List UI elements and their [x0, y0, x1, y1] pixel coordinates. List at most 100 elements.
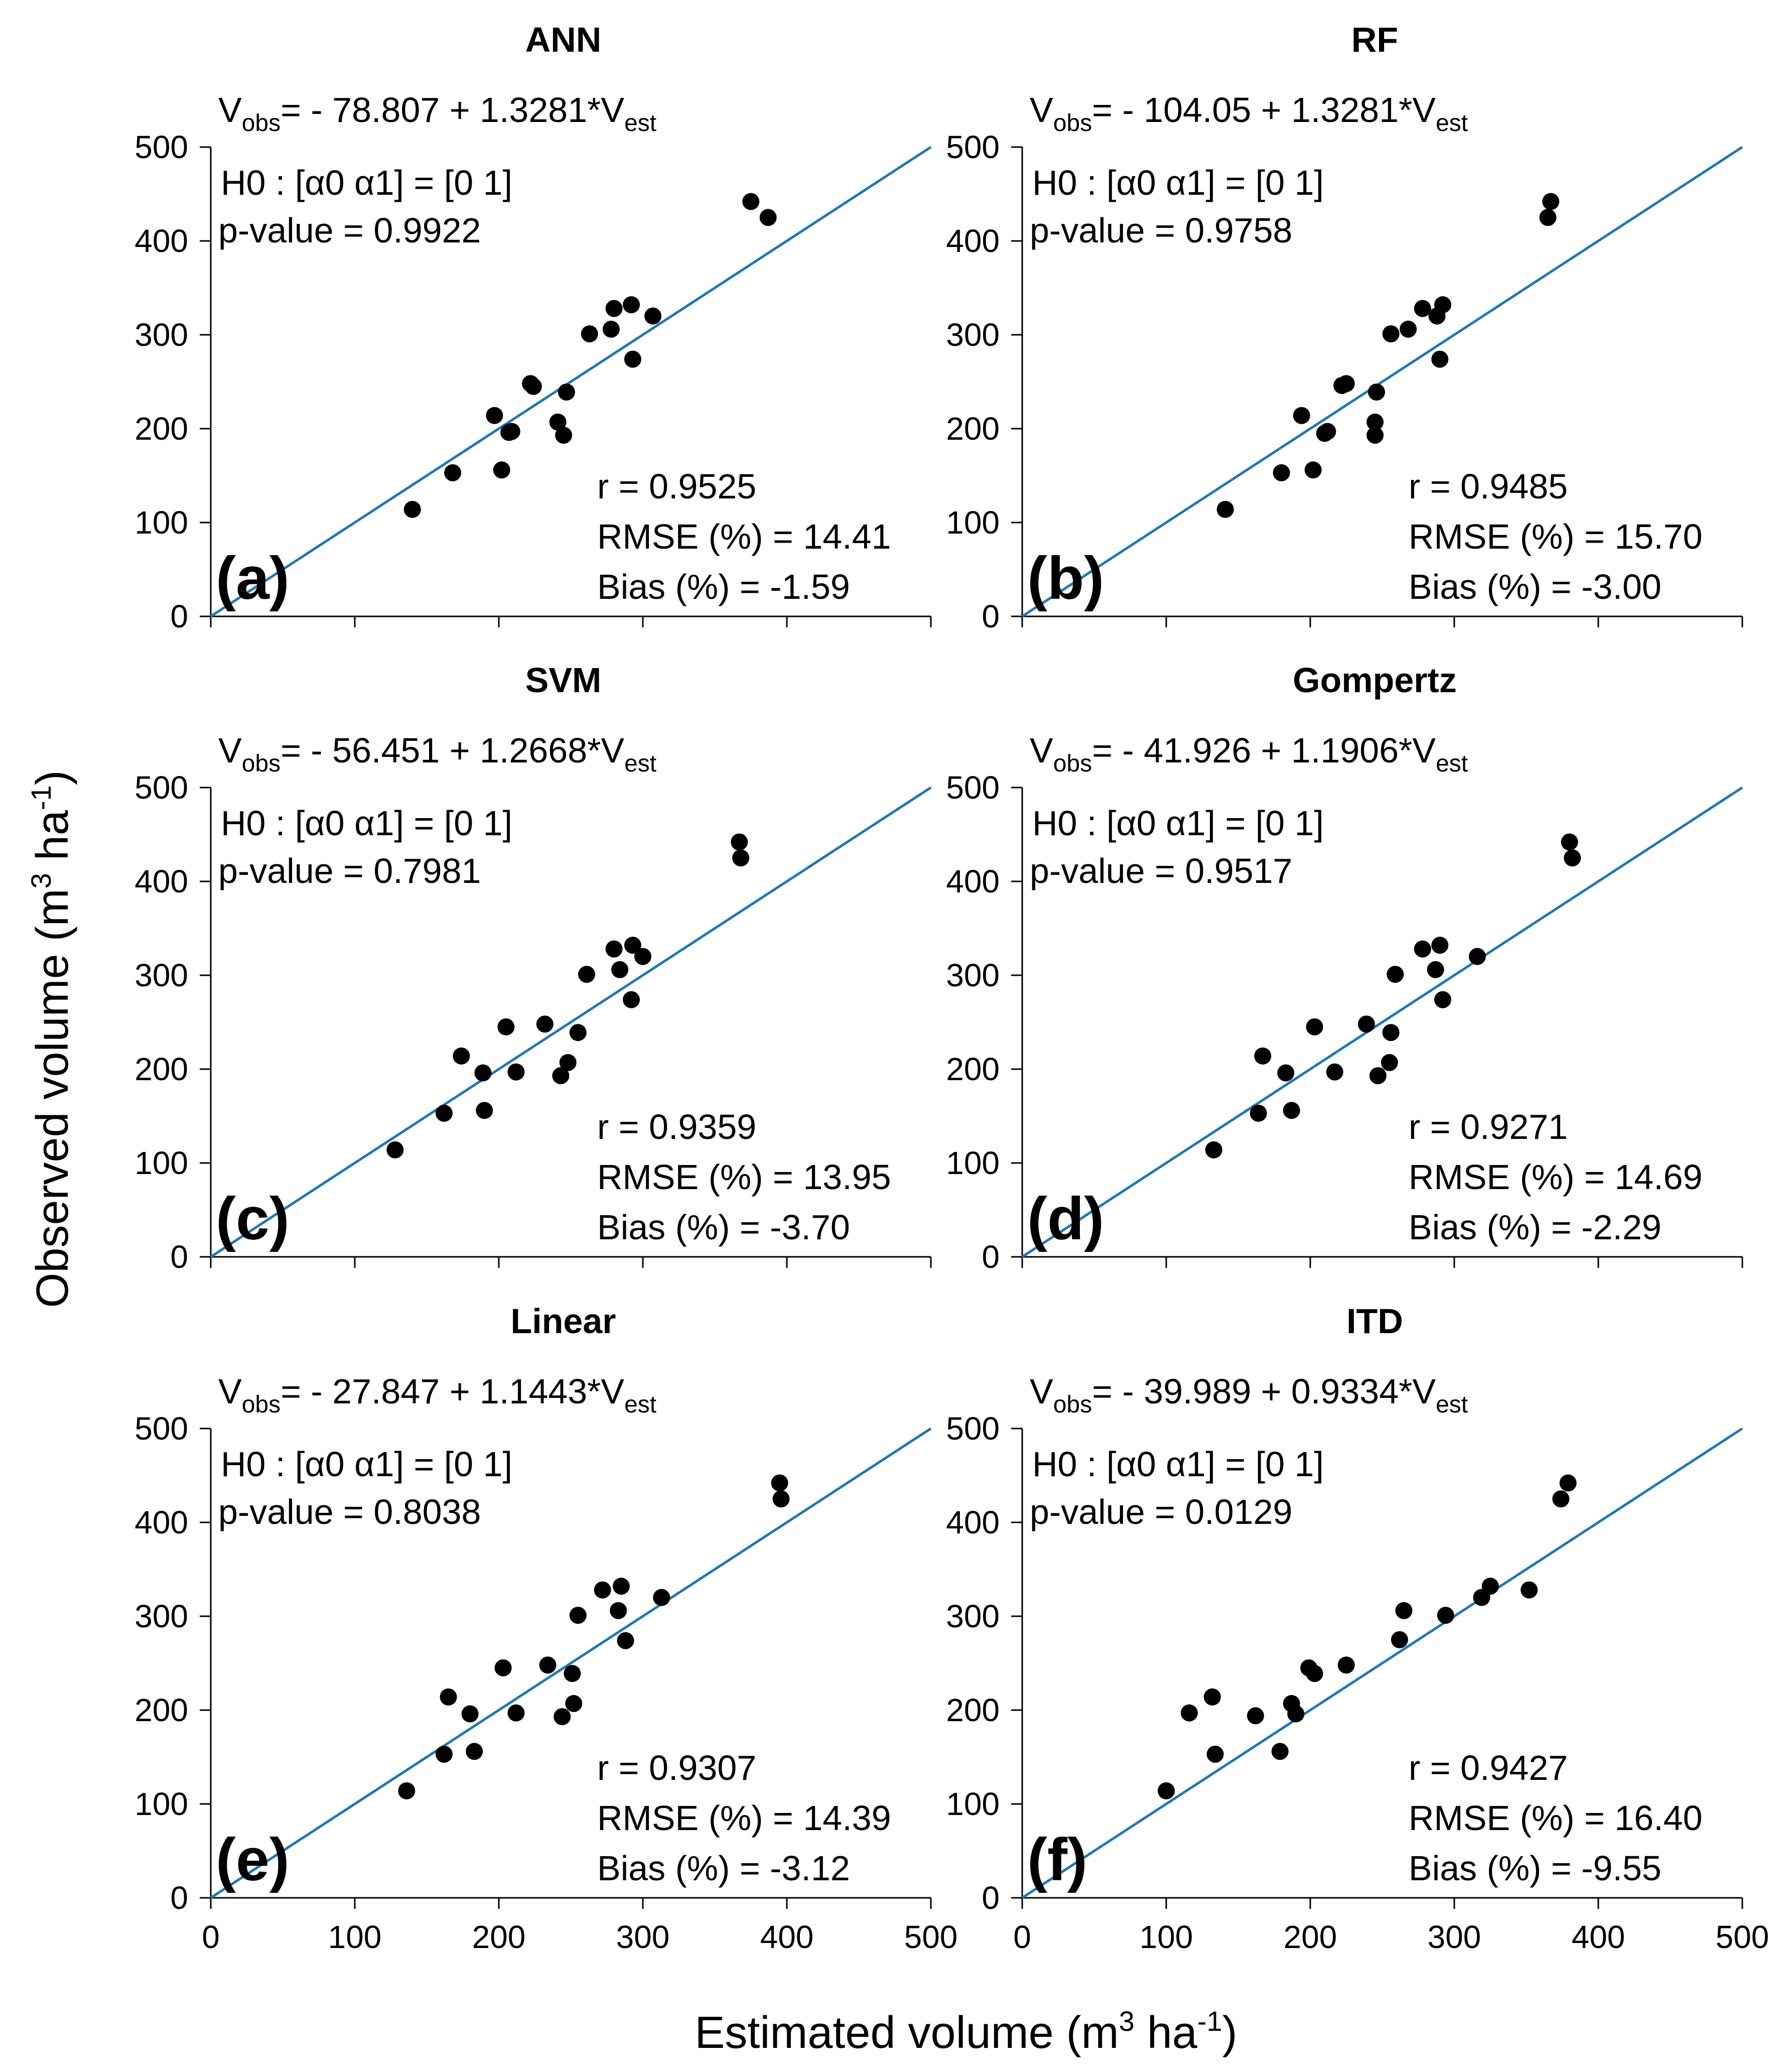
axis-title-mid: ha — [28, 810, 78, 873]
data-point — [1254, 1047, 1272, 1065]
data-point — [494, 1659, 512, 1676]
eq-lhs: V — [218, 731, 242, 770]
data-point — [1366, 413, 1384, 431]
y-tick-label: 300 — [946, 957, 1000, 993]
regression-equation: Vobs= - 56.451 + 1.2668*Vest — [218, 731, 656, 777]
axis-title-end: ) — [28, 770, 78, 785]
eq-rhs: = - 104.05 + 1.3281*V — [1092, 90, 1436, 130]
x-tick-label: 100 — [328, 1919, 382, 1955]
one-to-one-line — [210, 786, 932, 1258]
data-point — [1431, 350, 1449, 368]
stat-bias: Bias (%) = -2.29 — [1409, 1208, 1662, 1247]
y-tick-label: 400 — [134, 863, 188, 899]
eq-lhs: V — [218, 90, 242, 130]
one-to-one-line — [1021, 1427, 1743, 1899]
data-point — [476, 1102, 493, 1119]
data-point — [771, 1474, 788, 1492]
data-point — [1381, 1054, 1398, 1071]
eq-rhs-sub: est — [1436, 1391, 1468, 1418]
data-point — [1319, 423, 1336, 440]
data-point — [1434, 296, 1452, 314]
stat-r: r = 0.9485 — [1409, 467, 1568, 506]
data-point — [759, 209, 777, 226]
eq-rhs: = - 39.989 + 0.9334*V — [1092, 1372, 1436, 1411]
x-tick-label: 400 — [760, 1919, 814, 1955]
data-point — [581, 325, 598, 343]
y-tick-label: 400 — [946, 1504, 1000, 1540]
x-tick-label: 0 — [1013, 1919, 1031, 1955]
x-tick-label: 200 — [472, 1919, 526, 1955]
data-point — [1366, 427, 1384, 444]
panel-label: (b) — [1027, 545, 1104, 612]
y-tick-label: 200 — [946, 1051, 1000, 1087]
eq-rhs: = - 56.451 + 1.2668*V — [281, 731, 624, 770]
data-point — [1180, 1704, 1198, 1722]
x-tick-label: 400 — [1572, 1919, 1625, 1955]
x-tick-label: 300 — [1428, 1919, 1481, 1955]
eq-rhs: = - 27.847 + 1.1443*V — [281, 1372, 624, 1411]
data-point — [1293, 407, 1310, 424]
axis-title-sup: -1 — [1197, 2005, 1222, 2037]
axis-title-sup: -1 — [25, 785, 57, 810]
data-point — [1400, 320, 1417, 338]
stat-bias: Bias (%) = -3.70 — [597, 1208, 850, 1247]
data-point — [1357, 1015, 1375, 1033]
data-point — [1216, 500, 1234, 518]
data-point — [539, 1656, 557, 1674]
y-tick-label: 0 — [982, 598, 1000, 634]
stat-bias: Bias (%) = -9.55 — [1409, 1849, 1662, 1888]
one-to-one-line — [210, 146, 932, 618]
axis-title-end: ) — [1222, 2008, 1237, 2058]
data-point — [742, 193, 760, 210]
data-point — [444, 464, 462, 481]
data-point — [1283, 1102, 1300, 1119]
eq-lhs-sub: obs — [242, 1391, 281, 1418]
y-tick-label: 500 — [946, 129, 1000, 165]
data-point — [772, 1490, 790, 1508]
data-point — [578, 966, 596, 983]
y-tick-label: 0 — [982, 1880, 1000, 1916]
y-tick-label: 100 — [946, 1145, 1000, 1181]
data-point — [1437, 1607, 1454, 1624]
y-tick-label: 200 — [134, 411, 188, 447]
panel-6: ITD Vobs= - 39.989 + 0.9334*Vest H0 : [α0 … — [946, 1302, 1769, 1955]
panel-2: RF Vobs= - 104.05 + 1.3281*Vest H0 : [α0 α… — [946, 20, 1743, 634]
data-point — [1561, 833, 1578, 851]
stat-rmse: RMSE (%) = 13.95 — [597, 1157, 891, 1197]
data-point — [1382, 325, 1400, 343]
data-point — [623, 296, 640, 314]
data-point — [624, 937, 641, 954]
data-point — [1395, 1602, 1413, 1619]
regression-equation: Vobs= - 41.926 + 1.1906*Vest — [1030, 731, 1468, 777]
data-point — [1387, 966, 1404, 983]
hypothesis-text: H0 : [α0 α1] = [0 1] — [221, 804, 512, 843]
data-point — [398, 1782, 416, 1799]
panel-label: (c) — [216, 1185, 290, 1252]
data-point — [1271, 1743, 1289, 1760]
x-tick-label: 200 — [1284, 1919, 1337, 1955]
eq-lhs-sub: obs — [242, 110, 281, 137]
panel-5: Linear Vobs= - 27.847 + 1.1443*Vest H0 : [… — [134, 1302, 957, 1955]
data-point — [1427, 961, 1444, 978]
data-point — [1382, 1024, 1400, 1042]
data-point — [453, 1047, 470, 1065]
panel-3: SVM Vobs= - 56.451 + 1.2668*Vest H0 : [α0 … — [134, 661, 932, 1275]
one-to-one-line — [1021, 146, 1743, 618]
data-point — [634, 948, 651, 965]
eq-rhs-sub: est — [624, 1391, 656, 1418]
data-point — [605, 300, 623, 317]
data-point — [440, 1688, 457, 1706]
hypothesis-text: H0 : [α0 α1] = [0 1] — [1032, 163, 1324, 202]
stat-bias: Bias (%) = -1.59 — [597, 567, 850, 606]
panel-title: SVM — [525, 661, 602, 700]
y-tick-label: 0 — [982, 1239, 1000, 1275]
data-point — [1434, 991, 1452, 1008]
y-tick-label: 0 — [170, 1880, 188, 1916]
data-point — [569, 1607, 587, 1624]
panel-title: Linear — [510, 1302, 616, 1341]
data-point — [497, 1018, 515, 1035]
data-point — [1273, 464, 1290, 481]
y-tick-label: 300 — [134, 1598, 188, 1634]
eq-lhs-sub: obs — [1053, 750, 1092, 777]
eq-lhs-sub: obs — [1053, 110, 1092, 137]
